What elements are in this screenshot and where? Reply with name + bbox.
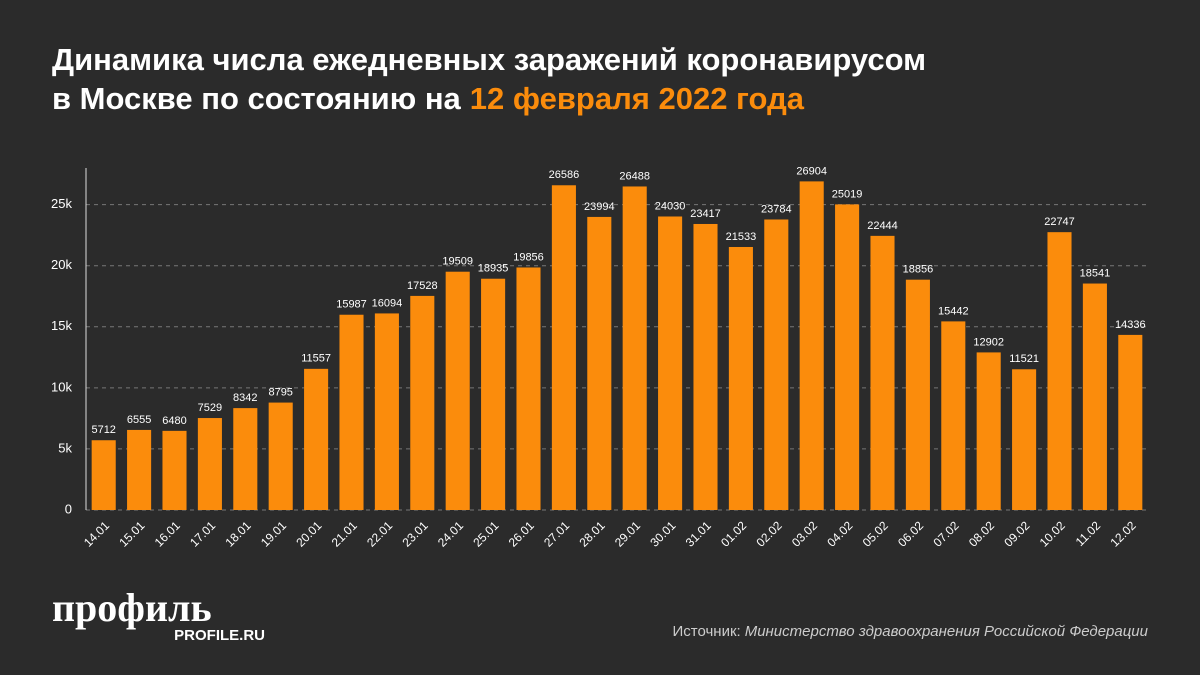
value-label: 23994 <box>584 201 615 213</box>
value-label: 7529 <box>198 402 222 414</box>
value-label: 23417 <box>690 208 721 220</box>
value-label: 11521 <box>1009 353 1039 365</box>
value-label: 21533 <box>726 231 757 243</box>
chart-title: в Москве по состоянию на 12 февраля 2022 … <box>52 81 805 116</box>
value-label: 18856 <box>903 264 934 276</box>
y-tick-label: 5k <box>58 440 72 455</box>
bar <box>622 186 647 510</box>
bar <box>941 321 966 510</box>
chart-title: Динамика числа ежедневных заражений коро… <box>52 42 926 77</box>
value-label: 12902 <box>973 336 1004 348</box>
value-label: 17528 <box>407 280 438 292</box>
bar <box>445 271 470 510</box>
value-label: 19856 <box>513 251 544 263</box>
y-tick-label: 15k <box>51 318 72 333</box>
value-label: 8795 <box>268 386 292 398</box>
source-label: Источник: <box>673 623 741 640</box>
value-label: 5712 <box>91 424 115 436</box>
chart-title-highlight: 12 февраля 2022 года <box>470 81 805 116</box>
value-label: 14336 <box>1115 319 1146 331</box>
bar <box>1118 334 1143 510</box>
logo: профиль <box>52 585 212 630</box>
value-label: 6555 <box>127 414 151 426</box>
bar <box>374 313 399 510</box>
bar <box>835 204 860 511</box>
value-label: 6480 <box>162 415 186 427</box>
y-tick-label: 0 <box>65 501 72 516</box>
bar <box>1047 232 1072 511</box>
bar <box>764 219 789 510</box>
bar <box>1082 283 1107 510</box>
bar <box>410 295 435 510</box>
bar <box>162 430 187 510</box>
bar <box>587 216 612 511</box>
value-label: 23784 <box>761 203 792 215</box>
value-label: 26586 <box>549 169 580 181</box>
bar <box>870 235 895 511</box>
bar <box>91 440 116 510</box>
y-tick-label: 20k <box>51 257 72 272</box>
value-label: 22444 <box>867 220 898 232</box>
value-label: 18541 <box>1080 267 1111 279</box>
bar <box>268 402 293 510</box>
source: Источник: Министерство здравоохранения Ро… <box>673 623 1149 640</box>
value-label: 24030 <box>655 200 686 212</box>
bar <box>728 246 753 510</box>
bar <box>551 185 576 510</box>
value-label: 8342 <box>233 392 257 404</box>
source-text: Министерство здравоохранения Российской … <box>745 623 1149 640</box>
bar <box>799 181 824 511</box>
bar <box>976 352 1001 510</box>
value-label: 26488 <box>619 170 650 182</box>
value-label: 18935 <box>478 263 509 275</box>
bar <box>197 418 222 510</box>
value-label: 25019 <box>832 188 863 200</box>
bar <box>127 429 152 510</box>
bar <box>339 314 364 510</box>
chart-title-part: в Москве по состоянию на <box>52 81 462 116</box>
bar <box>1012 369 1037 510</box>
bar <box>481 278 506 510</box>
value-label: 15987 <box>336 299 367 311</box>
bar <box>693 223 718 510</box>
y-tick-label: 25k <box>51 196 72 211</box>
y-tick-label: 10k <box>51 379 72 394</box>
value-label: 26904 <box>796 165 827 177</box>
value-label: 11557 <box>301 353 331 365</box>
bar <box>233 408 258 510</box>
value-label: 22747 <box>1044 216 1075 228</box>
bar <box>516 267 541 510</box>
bar <box>658 216 683 510</box>
value-label: 19509 <box>442 256 473 268</box>
bar <box>905 279 930 510</box>
bar <box>304 368 329 510</box>
value-label: 16094 <box>372 297 403 309</box>
logo-url: PROFILE.RU <box>174 627 265 644</box>
value-label: 15442 <box>938 305 969 317</box>
